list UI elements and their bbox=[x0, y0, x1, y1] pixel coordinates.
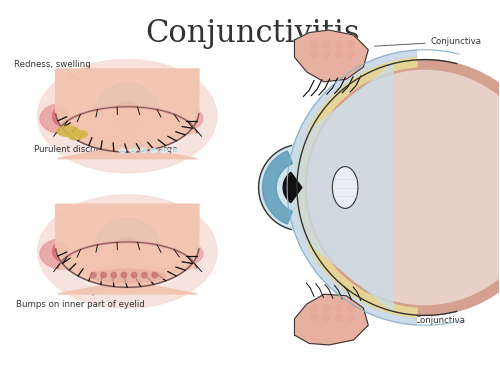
Circle shape bbox=[113, 102, 141, 130]
Ellipse shape bbox=[68, 132, 82, 140]
Ellipse shape bbox=[60, 213, 194, 290]
Polygon shape bbox=[287, 50, 416, 325]
Ellipse shape bbox=[165, 242, 203, 266]
Polygon shape bbox=[56, 69, 199, 152]
Ellipse shape bbox=[161, 148, 168, 153]
Ellipse shape bbox=[165, 107, 203, 130]
Circle shape bbox=[324, 42, 330, 48]
Polygon shape bbox=[58, 107, 197, 159]
Circle shape bbox=[311, 51, 318, 58]
Circle shape bbox=[336, 315, 342, 321]
Text: Redness, swelling: Redness, swelling bbox=[14, 60, 91, 80]
Polygon shape bbox=[56, 204, 199, 287]
Circle shape bbox=[152, 272, 158, 278]
Text: Conjunctiva: Conjunctiva bbox=[374, 37, 482, 46]
Ellipse shape bbox=[150, 148, 157, 153]
Circle shape bbox=[101, 272, 106, 278]
Text: Bumps on inner part of eyelid: Bumps on inner part of eyelid bbox=[16, 276, 145, 309]
Ellipse shape bbox=[119, 148, 126, 153]
Circle shape bbox=[311, 42, 318, 48]
Ellipse shape bbox=[90, 269, 165, 283]
Circle shape bbox=[348, 315, 354, 321]
Circle shape bbox=[348, 305, 354, 311]
Circle shape bbox=[94, 218, 160, 285]
Polygon shape bbox=[294, 294, 368, 345]
Circle shape bbox=[113, 237, 141, 266]
Circle shape bbox=[324, 315, 330, 321]
Ellipse shape bbox=[171, 148, 178, 153]
Circle shape bbox=[132, 272, 137, 278]
Polygon shape bbox=[294, 56, 417, 319]
Ellipse shape bbox=[38, 195, 217, 308]
Circle shape bbox=[121, 272, 126, 278]
Ellipse shape bbox=[57, 126, 80, 136]
Circle shape bbox=[118, 107, 127, 116]
Circle shape bbox=[311, 315, 318, 321]
Text: Pupil: Pupil bbox=[330, 186, 389, 198]
Text: Purulent discharge: Purulent discharge bbox=[34, 130, 115, 154]
Circle shape bbox=[90, 272, 96, 278]
Circle shape bbox=[336, 305, 342, 311]
Circle shape bbox=[348, 42, 354, 48]
Ellipse shape bbox=[60, 77, 194, 155]
Text: Conjunctivitis: Conjunctivitis bbox=[146, 18, 360, 49]
Text: Lens: Lens bbox=[368, 160, 392, 185]
Circle shape bbox=[311, 305, 318, 311]
Text: Watery discharge: Watery discharge bbox=[102, 145, 178, 154]
Text: Cornea: Cornea bbox=[335, 176, 399, 186]
Ellipse shape bbox=[77, 131, 88, 137]
Circle shape bbox=[142, 272, 147, 278]
Circle shape bbox=[336, 51, 342, 58]
Ellipse shape bbox=[40, 103, 87, 134]
Ellipse shape bbox=[130, 148, 136, 153]
Ellipse shape bbox=[52, 107, 68, 125]
Circle shape bbox=[336, 42, 342, 48]
Circle shape bbox=[118, 243, 127, 251]
Circle shape bbox=[324, 51, 330, 58]
Ellipse shape bbox=[332, 166, 358, 208]
Circle shape bbox=[94, 83, 160, 149]
Text: Eyelid: Eyelid bbox=[360, 66, 400, 76]
Ellipse shape bbox=[38, 60, 217, 173]
Text: Conjunctiva: Conjunctiva bbox=[368, 304, 466, 325]
Polygon shape bbox=[258, 64, 393, 311]
Circle shape bbox=[111, 272, 116, 278]
Circle shape bbox=[324, 305, 330, 311]
Ellipse shape bbox=[52, 243, 68, 260]
Polygon shape bbox=[283, 172, 302, 202]
Circle shape bbox=[297, 60, 500, 315]
Ellipse shape bbox=[40, 238, 87, 269]
Polygon shape bbox=[58, 242, 197, 294]
Circle shape bbox=[348, 51, 354, 58]
Text: Iris: Iris bbox=[335, 198, 381, 212]
Polygon shape bbox=[294, 30, 368, 82]
Ellipse shape bbox=[140, 148, 146, 153]
Circle shape bbox=[308, 70, 500, 304]
Polygon shape bbox=[262, 151, 292, 224]
